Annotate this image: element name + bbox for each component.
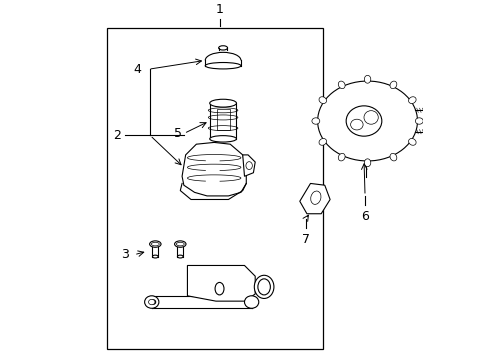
Ellipse shape bbox=[209, 99, 236, 107]
Ellipse shape bbox=[317, 81, 417, 161]
Text: 6: 6 bbox=[361, 210, 368, 223]
Ellipse shape bbox=[311, 118, 319, 124]
Ellipse shape bbox=[389, 153, 396, 161]
Ellipse shape bbox=[364, 75, 370, 83]
Ellipse shape bbox=[148, 300, 155, 305]
Ellipse shape bbox=[408, 139, 415, 145]
Ellipse shape bbox=[149, 241, 161, 247]
Polygon shape bbox=[182, 143, 246, 196]
Ellipse shape bbox=[215, 282, 224, 295]
Ellipse shape bbox=[364, 159, 370, 167]
Ellipse shape bbox=[338, 153, 345, 161]
Polygon shape bbox=[242, 155, 255, 176]
Ellipse shape bbox=[310, 191, 320, 204]
Ellipse shape bbox=[408, 97, 415, 104]
Ellipse shape bbox=[151, 300, 155, 304]
Ellipse shape bbox=[144, 296, 159, 308]
Text: 4: 4 bbox=[133, 63, 141, 76]
Text: 2: 2 bbox=[113, 129, 121, 142]
Ellipse shape bbox=[350, 119, 363, 130]
Ellipse shape bbox=[318, 97, 326, 104]
Ellipse shape bbox=[174, 241, 185, 247]
Ellipse shape bbox=[389, 81, 396, 89]
Ellipse shape bbox=[318, 139, 326, 145]
Polygon shape bbox=[187, 265, 255, 301]
Text: 5: 5 bbox=[174, 127, 182, 140]
Ellipse shape bbox=[205, 63, 241, 69]
Polygon shape bbox=[299, 184, 329, 214]
Ellipse shape bbox=[414, 118, 422, 124]
Ellipse shape bbox=[177, 255, 183, 258]
Ellipse shape bbox=[152, 255, 158, 258]
Ellipse shape bbox=[218, 46, 227, 50]
Ellipse shape bbox=[338, 81, 345, 89]
Ellipse shape bbox=[209, 136, 236, 142]
Text: 3: 3 bbox=[121, 248, 128, 261]
Ellipse shape bbox=[254, 275, 273, 298]
Text: 1: 1 bbox=[215, 3, 223, 16]
Ellipse shape bbox=[257, 279, 270, 295]
Text: 7: 7 bbox=[301, 233, 309, 246]
Ellipse shape bbox=[244, 296, 258, 308]
